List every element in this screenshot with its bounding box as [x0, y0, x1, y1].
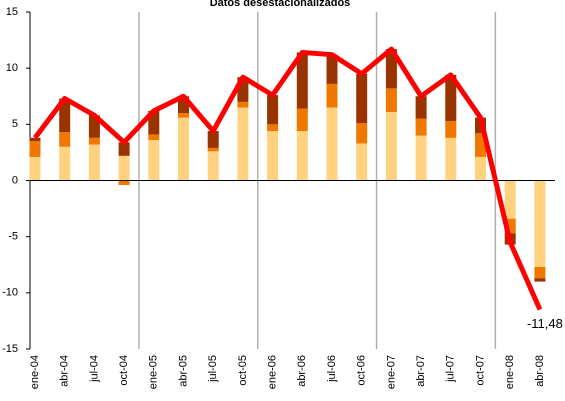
y-tick-label: 0 — [12, 174, 18, 186]
x-tick-label: ene-06 — [267, 355, 279, 389]
bar-segment — [29, 156, 41, 181]
bar-segment — [88, 144, 100, 181]
bar-segment — [207, 147, 219, 152]
bar-segment — [415, 135, 427, 181]
x-tick-label: abr-04 — [59, 355, 71, 387]
bar-segment — [326, 54, 338, 84]
x-tick-label: abr-06 — [296, 355, 308, 387]
x-tick-label: jul-04 — [88, 355, 100, 383]
bar-segment — [475, 156, 486, 181]
bar-segment — [415, 96, 427, 119]
bar-segment — [296, 52, 308, 109]
bar-segment — [267, 95, 279, 125]
x-tick-label: oct-07 — [474, 355, 486, 386]
chart-title: Datos desestacionalizados — [210, 0, 351, 9]
x-tick-label: ene-07 — [385, 355, 397, 389]
bar-segment — [88, 137, 100, 145]
bar-segment — [148, 140, 160, 181]
bar-segment — [178, 96, 189, 114]
x-tick-label: abr-08 — [534, 355, 546, 387]
bar-segment — [148, 110, 160, 135]
bar-segment — [118, 180, 130, 185]
bar-segment — [267, 131, 279, 181]
bar-segment — [267, 124, 279, 132]
x-tick-label: jul-06 — [326, 355, 338, 383]
bar-segment — [88, 115, 100, 138]
bar-segment — [29, 137, 41, 142]
total-line — [33, 46, 543, 311]
bar-segment — [296, 108, 308, 132]
bar-segment — [385, 111, 397, 181]
bar-segment — [415, 118, 427, 136]
bar-segment — [356, 123, 368, 144]
x-tick-label: oct-06 — [356, 355, 368, 386]
x-tick-label: abr-07 — [415, 355, 427, 387]
bar-segment — [385, 88, 397, 112]
bar-segment — [29, 141, 41, 157]
bar-segment — [326, 83, 338, 108]
bar-segment — [356, 143, 368, 181]
value-label: -11,48 — [527, 316, 563, 331]
y-tick-label: -10 — [2, 287, 18, 299]
bar-segment — [534, 266, 546, 279]
bar-segment — [207, 151, 219, 181]
x-tick-label: ene-05 — [148, 355, 160, 389]
bar-segment — [296, 131, 308, 181]
bar-segment — [207, 131, 219, 148]
bar-segment — [475, 133, 486, 157]
y-tick-label: 10 — [6, 62, 18, 74]
y-tick-label: 15 — [6, 6, 18, 18]
bar-segment — [178, 113, 189, 118]
bar-segment — [445, 120, 457, 138]
x-tick-label: jul-05 — [207, 355, 219, 383]
bar-segment — [385, 49, 397, 89]
bar-segment — [356, 73, 368, 124]
x-tick-label: jul-07 — [445, 355, 457, 383]
bar-segment — [534, 180, 546, 267]
x-tick-label: oct-04 — [118, 355, 130, 386]
x-tick-label: ene-04 — [29, 355, 41, 389]
y-tick-label: -15 — [2, 343, 18, 355]
bar-segment — [326, 107, 338, 181]
bar-segment — [118, 155, 130, 181]
x-tick-label: oct-05 — [237, 355, 249, 386]
bar-segment — [59, 98, 71, 133]
bar-segment — [178, 117, 189, 181]
bar-segment — [504, 218, 516, 234]
bar-segment — [59, 146, 71, 181]
bar-segment — [504, 180, 516, 219]
bar-segment — [237, 77, 249, 102]
bar-segment — [237, 107, 249, 181]
bar-segment — [534, 278, 546, 282]
bar-segment — [445, 74, 457, 121]
bar-segment — [148, 134, 160, 141]
x-tick-label: ene-08 — [504, 355, 516, 389]
x-tick-label: abr-05 — [177, 355, 189, 387]
bar-segment — [118, 142, 130, 156]
bar-segment — [237, 101, 249, 108]
bar-segment — [445, 137, 457, 181]
y-tick-label: 5 — [12, 118, 18, 130]
y-tick-label: -5 — [8, 231, 18, 243]
bar-segment — [59, 132, 71, 147]
